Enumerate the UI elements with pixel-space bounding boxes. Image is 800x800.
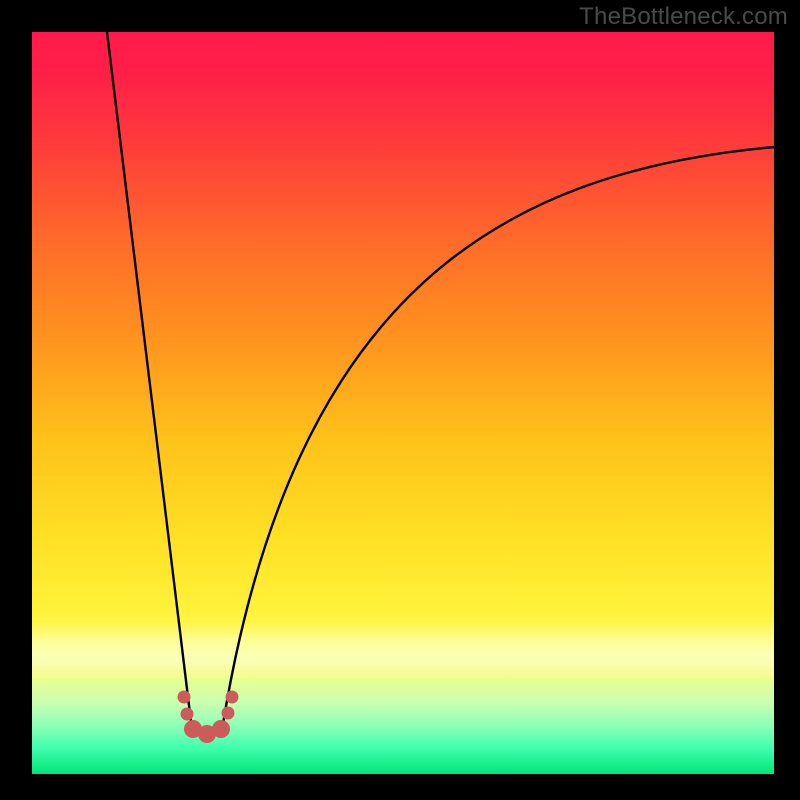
plot-svg: [0, 0, 800, 800]
valley-marker: [226, 691, 239, 704]
valley-marker: [181, 708, 194, 721]
whitish-band: [32, 620, 774, 678]
valley-marker: [212, 720, 230, 738]
watermark-text: TheBottleneck.com: [579, 3, 788, 31]
valley-marker: [178, 691, 191, 704]
valley-marker: [222, 707, 235, 720]
